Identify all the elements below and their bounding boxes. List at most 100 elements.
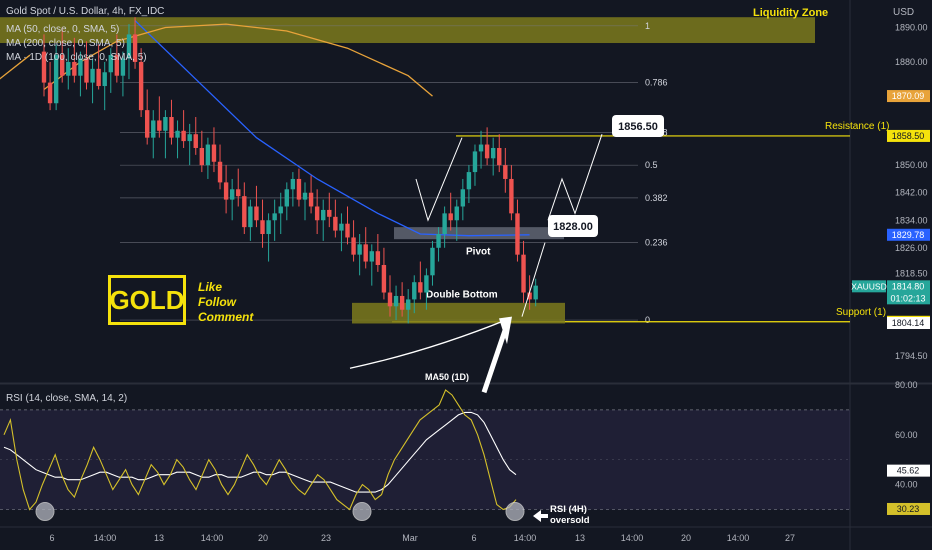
target-1828-text: 1828.00 bbox=[553, 221, 593, 233]
ma50-1d-label: MA50 (1D) bbox=[425, 372, 469, 382]
candle-body bbox=[515, 213, 520, 255]
candle-body bbox=[199, 147, 205, 166]
candle-body bbox=[151, 120, 156, 138]
target-1856-box bbox=[612, 115, 664, 137]
candle-body bbox=[399, 295, 405, 310]
candle-body bbox=[375, 251, 381, 265]
candle-body bbox=[126, 34, 132, 59]
time-tick-label: 13 bbox=[154, 533, 164, 543]
candle-body bbox=[339, 223, 344, 231]
follow-text: Follow bbox=[198, 295, 236, 309]
fib-label: 0.5 bbox=[645, 160, 658, 170]
candle-body bbox=[205, 144, 211, 166]
candle-body bbox=[260, 220, 265, 235]
oversold-marker bbox=[352, 502, 372, 522]
double-bottom-label: Double Bottom bbox=[426, 290, 498, 301]
candle-body bbox=[302, 192, 308, 200]
fib-label: 0 bbox=[645, 315, 650, 325]
countdown-label: 01:02:13 bbox=[890, 293, 925, 303]
candle-body bbox=[478, 144, 484, 152]
chart-title: Gold Spot / U.S. Dollar, 4h, FX_IDC bbox=[6, 6, 165, 17]
pivot-label: Pivot bbox=[466, 247, 491, 258]
candle-body bbox=[181, 130, 186, 142]
rsi-annotation-arrow bbox=[533, 510, 548, 522]
candle-body bbox=[460, 189, 466, 207]
time-tick-label: 23 bbox=[321, 533, 331, 543]
candle-body bbox=[175, 130, 180, 138]
candle-body bbox=[314, 206, 320, 221]
time-tick-label: 14:00 bbox=[94, 533, 117, 543]
candle-body bbox=[284, 189, 289, 207]
comment-text: Comment bbox=[198, 310, 254, 324]
candle-body bbox=[521, 254, 526, 293]
candle-body bbox=[248, 206, 253, 228]
rsi-annotation-line2: oversold bbox=[550, 515, 590, 526]
candle-body bbox=[527, 292, 532, 300]
candle-body bbox=[60, 55, 65, 76]
candle-body bbox=[187, 134, 192, 142]
ma1d-legend: MA · 1D (100, close, 0, SMA, 5) bbox=[6, 52, 147, 63]
fib-label: 0.786 bbox=[645, 78, 668, 88]
candle-body bbox=[448, 213, 453, 221]
candle-body bbox=[132, 34, 138, 62]
rsi-value-label: 30.23 bbox=[897, 504, 920, 514]
candle-body bbox=[472, 151, 478, 173]
candle-body bbox=[321, 209, 326, 221]
time-tick-label: 20 bbox=[681, 533, 691, 543]
candle-body bbox=[144, 110, 150, 138]
candle-body bbox=[223, 182, 229, 200]
liquidity-zone-label: Liquidity Zone bbox=[753, 7, 828, 19]
candle-body bbox=[363, 244, 368, 262]
time-tick-label: Mar bbox=[402, 533, 418, 543]
time-tick-label: 27 bbox=[785, 533, 795, 543]
candle-body bbox=[418, 282, 423, 293]
candle-body bbox=[497, 147, 502, 166]
time-tick-label: 20 bbox=[258, 533, 268, 543]
time-tick-label: 14:00 bbox=[621, 533, 644, 543]
candle-body bbox=[72, 61, 77, 76]
price-label-bg bbox=[887, 228, 930, 241]
candle-body bbox=[84, 58, 89, 83]
price-label: 1870.09 bbox=[892, 91, 925, 101]
candle-body bbox=[229, 189, 235, 200]
candle-body bbox=[266, 220, 271, 235]
price-tick-label: 1818.50 bbox=[895, 269, 928, 279]
double-bottom-zone bbox=[352, 302, 565, 324]
candle-body bbox=[436, 234, 441, 248]
candle-body bbox=[114, 55, 120, 76]
candle-body bbox=[78, 58, 83, 76]
candle-body bbox=[41, 51, 47, 83]
ma-50-line bbox=[134, 20, 530, 237]
ma50-1d-line bbox=[349, 317, 511, 369]
rsi-line bbox=[3, 389, 517, 511]
candle-body bbox=[484, 144, 490, 159]
price-label: 1858.50 bbox=[892, 131, 925, 141]
ma50-pointer-arrowhead bbox=[499, 316, 512, 345]
fib-label: 1 bbox=[645, 21, 650, 31]
candle-body bbox=[412, 282, 417, 300]
rsi-value-label-bg bbox=[887, 502, 930, 515]
pattern-path bbox=[415, 137, 463, 222]
rsi-value-label: 45.62 bbox=[897, 466, 920, 476]
like-text: Like bbox=[198, 280, 223, 294]
rsi-tick-label: 40.00 bbox=[895, 480, 918, 490]
price-label-bg bbox=[887, 129, 930, 142]
candle-body bbox=[254, 206, 259, 221]
candle-body bbox=[193, 134, 198, 148]
symbol-tag-bg bbox=[852, 280, 886, 293]
time-tick-label: 14:00 bbox=[514, 533, 537, 543]
candle-body bbox=[533, 285, 538, 300]
rsi-annotation-line1: RSI (4H) bbox=[550, 504, 587, 515]
candle-body bbox=[217, 161, 223, 183]
rsi-value-label-bg bbox=[887, 464, 930, 477]
projection-arrow-2 bbox=[547, 134, 603, 221]
ma200-left-tail bbox=[0, 54, 31, 80]
rsi-legend: RSI (14, close, SMA, 14, 2) bbox=[6, 393, 128, 404]
candle-body bbox=[345, 223, 350, 238]
candle-body bbox=[242, 196, 247, 228]
oversold-marker bbox=[505, 502, 525, 522]
price-label-bg bbox=[887, 317, 930, 330]
candle-body bbox=[308, 192, 314, 207]
price-tick-label: 1794.50 bbox=[895, 351, 928, 361]
